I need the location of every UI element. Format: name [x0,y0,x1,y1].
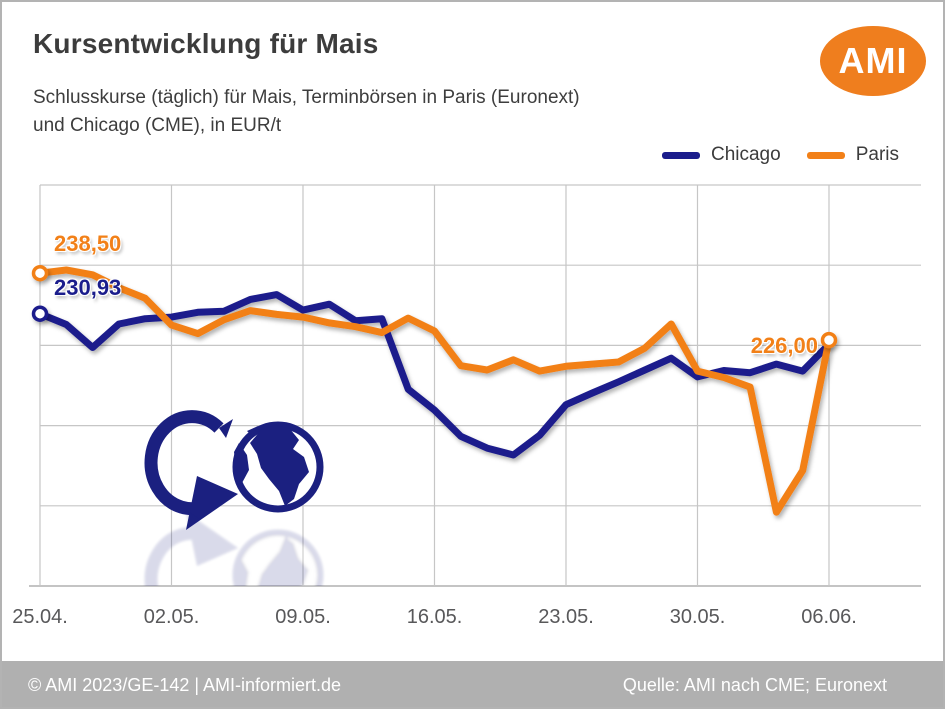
paris-point-marker [820,331,838,349]
paris-price-line [36,266,833,516]
legend-item-paris: Paris [806,144,899,166]
chart-subtitle-line1: Schlusskurse (täglich) für Mais, Terminb… [33,87,580,108]
paris-line-swatch [806,151,845,159]
arrow-globe-watermark-icon [151,417,320,626]
x-axis: 25.04. 02.05. 09.05. 16.05. 23.05. 30.05. 06.0… [0,606,945,636]
x-axis-tick-label: 02.05. [143,606,200,628]
page-title: Kursentwicklung für Mais [33,28,379,59]
chart-subtitle-line2: und Chicago (CME), in EUR/t [33,115,282,136]
paris-point-marker [31,264,49,282]
legend-label-paris: Paris [855,144,899,165]
chicago-point-marker [31,305,49,322]
x-axis-tick-label: 16.05. [406,606,463,628]
x-axis-tick-label: 09.05. [275,606,331,628]
chart-grid [29,184,921,587]
paris-end-value-label: 226,00 [750,333,818,358]
footer-source: Quelle: AMI nach CME; Euronext [622,674,887,695]
chart-series-lines [36,266,833,516]
chart-series-markers [31,264,838,349]
chart-subtitle: Schlusskurse (täglich) für Mais, Terminb… [33,84,580,140]
legend-item-chicago: Chicago [661,144,781,166]
ami-logo-text: AMI [838,40,908,81]
chicago-line-swatch [661,151,700,159]
chicago-price-line [36,291,833,459]
x-axis-tick-label: 30.05. [669,606,726,628]
x-axis-tick-label: 23.05. [538,606,594,628]
x-axis-tick-label: 25.04. [12,606,68,628]
ami-logo: AMI [820,26,926,96]
chicago-start-value-label: 230,93 [54,275,122,300]
paris-start-value-label: 238,50 [54,231,122,256]
footer-bar: © AMI 2023/GE-142 | AMI-informiert.de Qu… [0,661,945,709]
footer-copyright: © AMI 2023/GE-142 | AMI-informiert.de [28,674,342,695]
x-axis-tick-label: 06.06. [801,606,857,628]
chart-legend: Chicago Paris [661,144,899,166]
legend-label-chicago: Chicago [710,144,781,165]
